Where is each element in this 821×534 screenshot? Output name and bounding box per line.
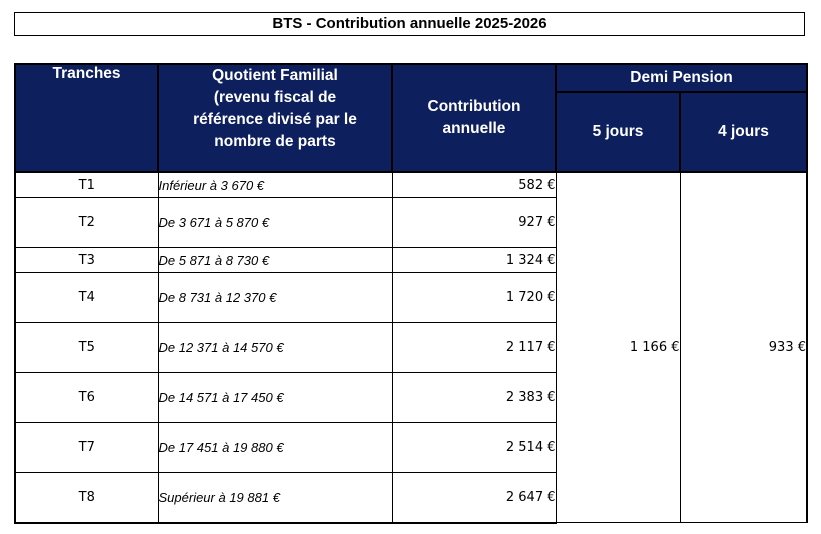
contribution-cell: 2 514 € [391,422,557,473]
contribution-table: Tranches Quotient Familial (revenu fisca… [14,63,808,524]
quotient-cell: De 5 871 à 8 730 € [157,247,393,273]
contribution-cell: 582 € [391,171,557,198]
demi-pension-5-jours-value: 1 166 € [555,171,681,523]
header-4-jours: 4 jours [679,91,808,173]
header-demi-pension: Demi Pension [555,63,808,93]
table-row: T6 De 14 571 à 17 450 € 2 383 € [14,372,807,423]
header-5-jours: 5 jours [555,91,681,173]
header-contribution-line-2: annuelle [442,120,506,137]
table-row: T5 De 12 371 à 14 570 € 2 117 € [14,322,807,373]
table-row: T3 De 5 871 à 8 730 € 1 324 € [14,247,807,273]
header-quotient-line-3: référence divisé par le [193,111,357,128]
quotient-cell: De 3 671 à 5 870 € [157,197,393,248]
contribution-cell: 2 383 € [391,372,557,423]
table-row: T7 De 17 451 à 19 880 € 2 514 € [14,422,807,473]
header-quotient-familial: Quotient Familial (revenu fiscal de réfé… [157,63,393,173]
header-quotient-line-4: nombre de parts [214,133,336,150]
quotient-cell: De 17 451 à 19 880 € [157,422,393,473]
table-row: T4 De 8 731 à 12 370 € 1 720 € [14,272,807,323]
header-quotient-line-1: Quotient Familial [212,67,338,84]
header-quotient-line-2: (revenu fiscal de [213,89,337,106]
contribution-cell: 927 € [391,197,557,248]
tranche-cell: T3 [14,247,159,273]
tranche-cell: T5 [14,322,159,373]
header-contribution-line-1: Contribution [427,98,521,115]
tranche-cell: T7 [14,422,159,473]
table-row: T8 Supérieur à 19 881 € 2 647 € [14,472,807,524]
quotient-cell: De 8 731 à 12 370 € [157,272,393,323]
quotient-cell: De 14 571 à 17 450 € [157,372,393,423]
contribution-cell: 2 117 € [391,322,557,373]
header-contribution-annuelle: Contribution annuelle [391,63,557,173]
tranche-cell: T4 [14,272,159,323]
page-title: BTS - Contribution annuelle 2025-2026 [14,12,805,36]
demi-pension-4-jours-value: 933 € [679,171,808,523]
tranche-cell: T8 [14,472,159,524]
quotient-cell: Inférieur à 3 670 € [157,171,393,198]
quotient-cell: De 12 371 à 14 570 € [157,322,393,373]
tranche-cell: T6 [14,372,159,423]
contribution-cell: 1 324 € [391,247,557,273]
header-tranches: Tranches [14,63,159,173]
table-row: T1 Inférieur à 3 670 € 582 € 1 166 € 933… [14,171,808,523]
contribution-cell: 2 647 € [391,472,557,524]
contribution-cell: 1 720 € [391,272,557,323]
tranche-cell: T2 [14,197,159,248]
quotient-cell: Supérieur à 19 881 € [157,472,393,524]
table-row: T2 De 3 671 à 5 870 € 927 € [14,197,807,248]
tranche-cell: T1 [14,171,159,198]
